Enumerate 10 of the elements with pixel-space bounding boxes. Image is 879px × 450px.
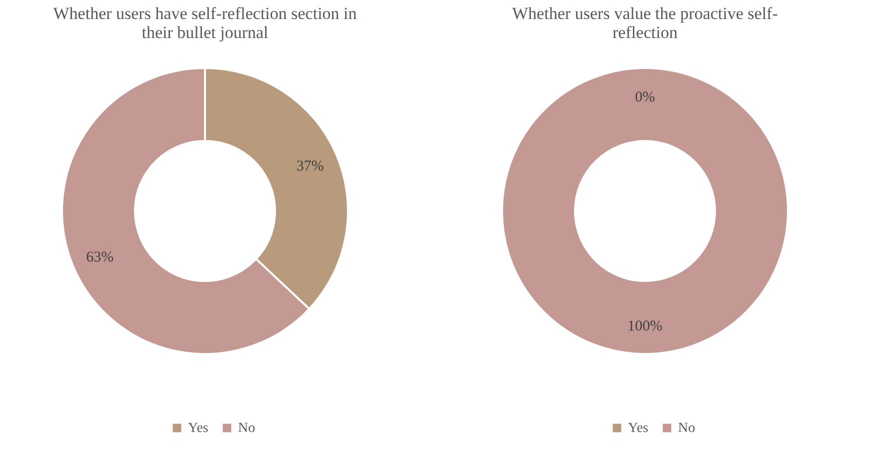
chart-title: Whether users value the proactive self-reflection [512, 4, 778, 42]
legend-label: Yes [628, 421, 648, 436]
legend-label: Yes [188, 421, 208, 436]
data-label: 63% [86, 249, 114, 266]
chart-title: Whether users have self-reflection section in their bullet journal [53, 4, 358, 42]
data-label: 100% [628, 318, 662, 334]
legend-label: No [678, 421, 696, 436]
text: 0% [635, 90, 655, 106]
legend-label: No [238, 421, 256, 436]
data-label: 37% [296, 158, 324, 175]
